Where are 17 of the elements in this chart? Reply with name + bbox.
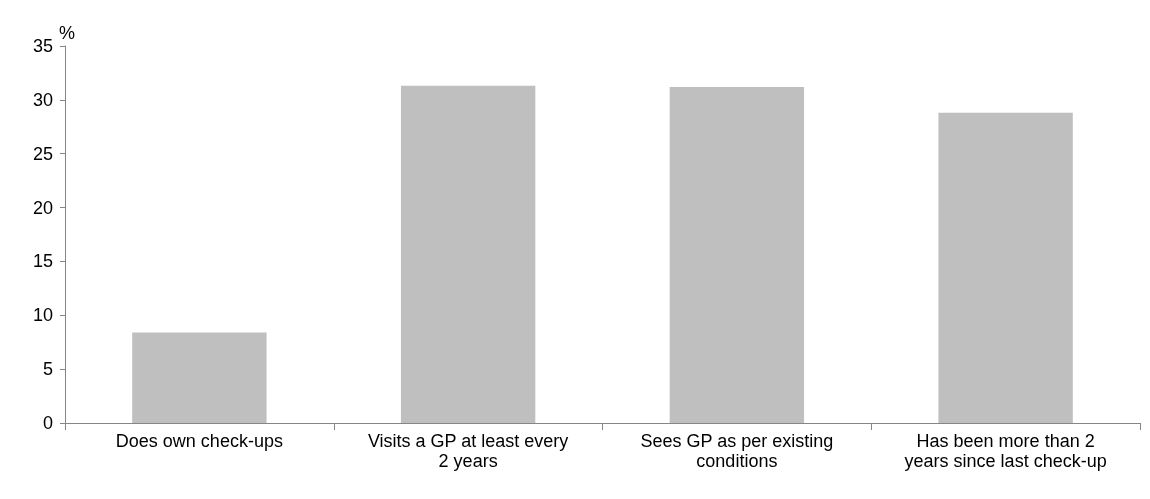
y-tick-label: 0 — [42, 413, 53, 433]
y-tick-label: 5 — [42, 359, 53, 380]
bar — [669, 86, 805, 423]
y-axis-title: % — [59, 23, 76, 43]
y-tick-label: 35 — [32, 36, 53, 56]
x-tick-label: Does own check-ups — [115, 431, 283, 451]
y-tick-label: 10 — [32, 305, 53, 326]
y-tick-label: 20 — [32, 197, 53, 218]
x-tick-label: Has been more than 2 years since last check-up — [904, 431, 1107, 471]
x-tick-label: Visits a GP at least every 2 years — [367, 431, 569, 471]
bar — [400, 85, 536, 423]
bar — [132, 332, 267, 423]
y-tick-label: 15 — [32, 251, 53, 272]
x-tick-label: Sees GP as per existing conditions — [640, 431, 834, 471]
y-tick-label: 25 — [32, 143, 53, 164]
bar — [938, 112, 1073, 423]
y-tick-label: 30 — [32, 89, 53, 110]
